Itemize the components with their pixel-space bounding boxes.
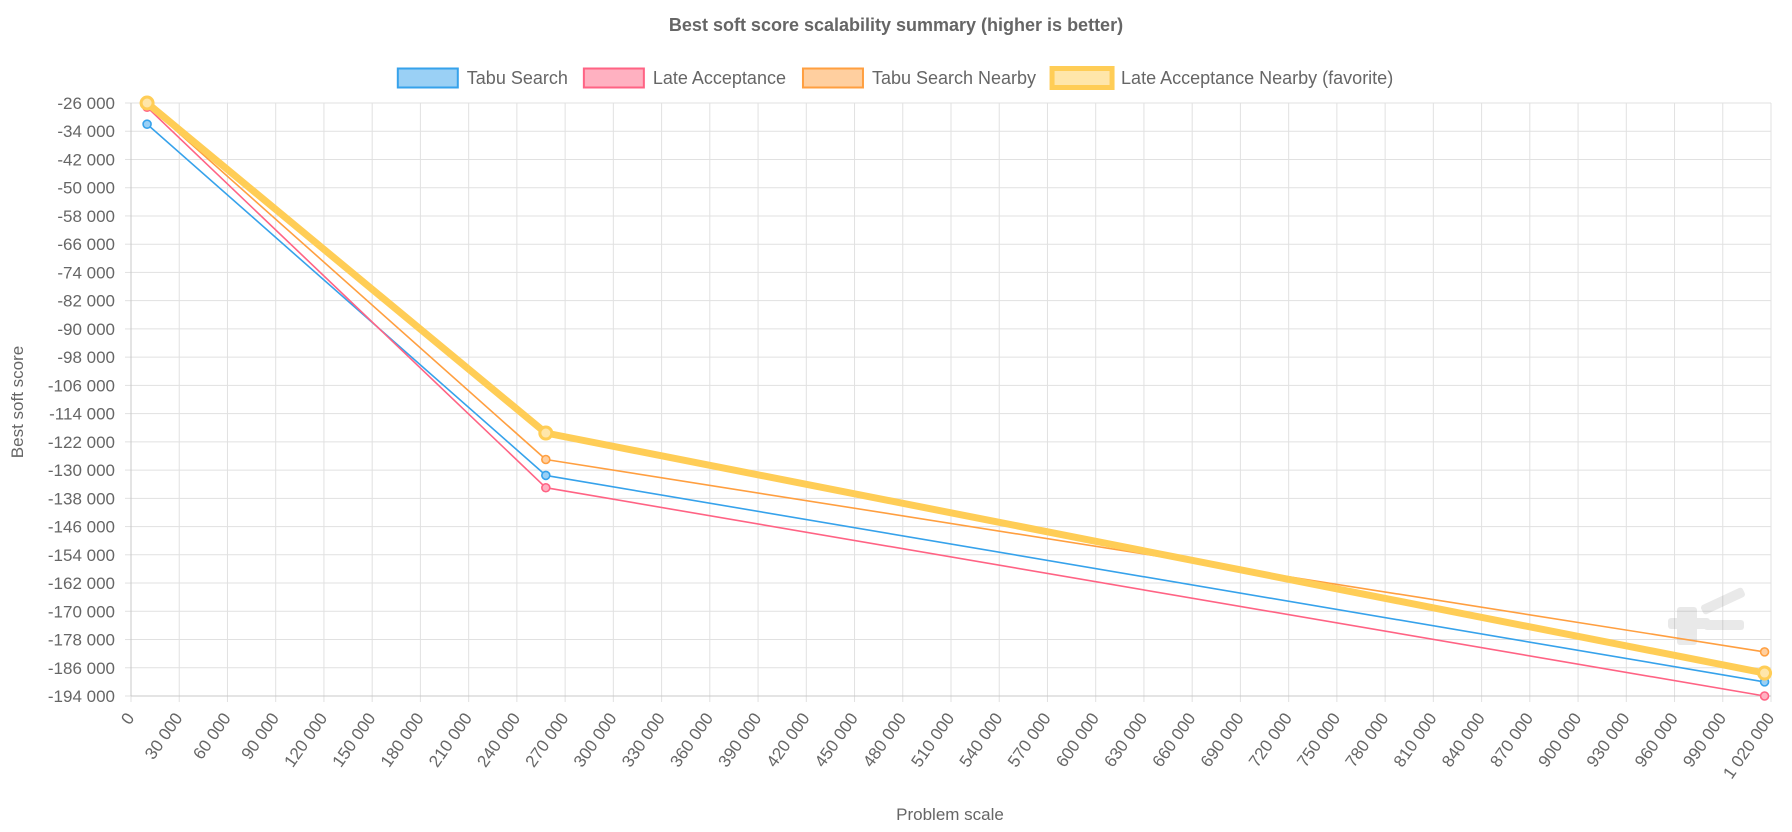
x-tick-label: 60 000 <box>189 709 234 762</box>
data-point[interactable] <box>538 425 554 441</box>
series-group <box>139 95 1773 681</box>
series-group <box>142 102 1770 701</box>
x-tick-label: 780 000 <box>1342 709 1393 770</box>
x-tick-label: 900 000 <box>1535 709 1586 770</box>
x-tick-label: 0 <box>117 709 138 728</box>
y-tick-label: -90 000 <box>57 320 115 339</box>
y-tick-label: -34 000 <box>57 122 115 141</box>
y-tick-label: -146 000 <box>48 518 115 537</box>
x-tick-label: 180 000 <box>377 709 428 770</box>
x-tick-label: 210 000 <box>425 709 476 770</box>
x-tick-label: 120 000 <box>280 709 331 770</box>
legend-item[interactable]: Tabu Search Nearby <box>801 67 1036 89</box>
x-tick-label: 240 000 <box>473 709 524 770</box>
grid <box>125 102 1772 702</box>
series-line <box>143 99 1769 677</box>
legend-swatch <box>1049 66 1115 90</box>
x-tick-label: 930 000 <box>1583 709 1634 770</box>
legend-label: Tabu Search <box>467 68 568 88</box>
y-tick-label: -58 000 <box>57 207 115 226</box>
data-point[interactable] <box>541 454 551 465</box>
y-tick-label: -50 000 <box>57 179 115 198</box>
y-tick-label: -170 000 <box>48 602 115 621</box>
series-lines <box>139 95 1773 701</box>
data-point[interactable] <box>1759 691 1770 701</box>
y-tick-label: -154 000 <box>48 546 115 565</box>
x-tick-label: 570 000 <box>1004 709 1055 770</box>
data-point[interactable] <box>541 470 551 481</box>
legend-swatch <box>801 67 864 89</box>
x-tick-label: 420 000 <box>763 709 814 770</box>
series-line <box>146 104 1766 653</box>
legend[interactable]: Tabu Search Late Acceptance Tabu Search Ne… <box>396 66 1393 90</box>
x-tick-label: 300 000 <box>570 709 621 770</box>
x-tick-label: 270 000 <box>522 709 573 770</box>
x-tick-label: 510 000 <box>907 709 958 770</box>
series-group <box>142 99 1770 657</box>
y-tick-label: -98 000 <box>57 348 115 367</box>
data-point[interactable] <box>139 95 155 111</box>
x-tick-label: 750 000 <box>1293 709 1344 770</box>
y-tick-label: -26 000 <box>57 94 115 113</box>
y-axis-title: Best soft score <box>8 346 27 458</box>
y-tick-label: -114 000 <box>49 405 115 424</box>
y-axis-ticks: -26 000 -34 000 -42 000 -50 000 -58 000 -66 0… <box>48 94 115 706</box>
x-tick-label: 960 000 <box>1631 709 1682 770</box>
watermark-logo <box>1668 587 1745 645</box>
legend-label: Tabu Search Nearby <box>872 68 1036 88</box>
y-tick-label: -138 000 <box>48 489 115 508</box>
y-tick-label: -178 000 <box>48 631 115 650</box>
x-tick-label: 810 000 <box>1390 709 1441 770</box>
x-tick-label: 690 000 <box>1197 709 1248 770</box>
y-tick-label: -82 000 <box>57 292 115 311</box>
legend-item[interactable]: Tabu Search <box>396 67 568 89</box>
x-tick-label: 660 000 <box>1149 709 1200 770</box>
data-point[interactable] <box>1759 647 1770 657</box>
y-tick-label: -42 000 <box>57 150 115 169</box>
y-tick-label: -130 000 <box>48 461 115 480</box>
y-tick-label: -186 000 <box>48 659 115 678</box>
x-tick-label: 600 000 <box>1052 709 1103 770</box>
data-point[interactable] <box>1757 665 1773 681</box>
y-tick-label: -74 000 <box>57 263 115 282</box>
x-tick-label: 30 000 <box>141 709 186 762</box>
x-tick-label: 630 000 <box>1100 709 1151 770</box>
y-tick-label: -66 000 <box>57 235 115 254</box>
x-tick-label: 840 000 <box>1438 709 1489 770</box>
data-point[interactable] <box>142 119 152 129</box>
x-tick-label: 540 000 <box>956 709 1007 770</box>
x-tick-label: 150 000 <box>329 709 380 770</box>
legend-item[interactable]: Late Acceptance <box>582 67 786 89</box>
x-axis-title: Problem scale <box>896 805 1004 824</box>
x-tick-label: 720 000 <box>1245 709 1296 770</box>
x-tick-label: 990 000 <box>1679 709 1730 770</box>
series-line <box>146 106 1766 697</box>
legend-item[interactable]: Late Acceptance Nearby (favorite) <box>1049 66 1393 90</box>
legend-swatch <box>582 67 645 89</box>
legend-label: Late Acceptance Nearby (favorite) <box>1121 68 1393 88</box>
x-tick-label: 870 000 <box>1486 709 1537 770</box>
series-group <box>142 119 1770 687</box>
y-tick-label: -106 000 <box>48 376 115 395</box>
y-tick-label: -122 000 <box>48 433 115 452</box>
x-tick-label: 90 000 <box>238 709 283 762</box>
chart-title: Best soft score scalability summary (hig… <box>669 15 1123 35</box>
x-tick-label: 330 000 <box>618 709 669 770</box>
x-tick-label: 360 000 <box>666 709 717 770</box>
x-tick-label: 390 000 <box>715 709 766 770</box>
x-tick-label: 480 000 <box>859 709 910 770</box>
series-line <box>146 123 1766 683</box>
legend-swatch <box>396 67 459 89</box>
x-tick-label: 450 000 <box>811 709 862 770</box>
data-point[interactable] <box>541 482 551 493</box>
y-tick-label: -162 000 <box>48 574 115 593</box>
y-tick-label: -194 000 <box>48 687 115 706</box>
legend-label: Late Acceptance <box>653 68 786 88</box>
